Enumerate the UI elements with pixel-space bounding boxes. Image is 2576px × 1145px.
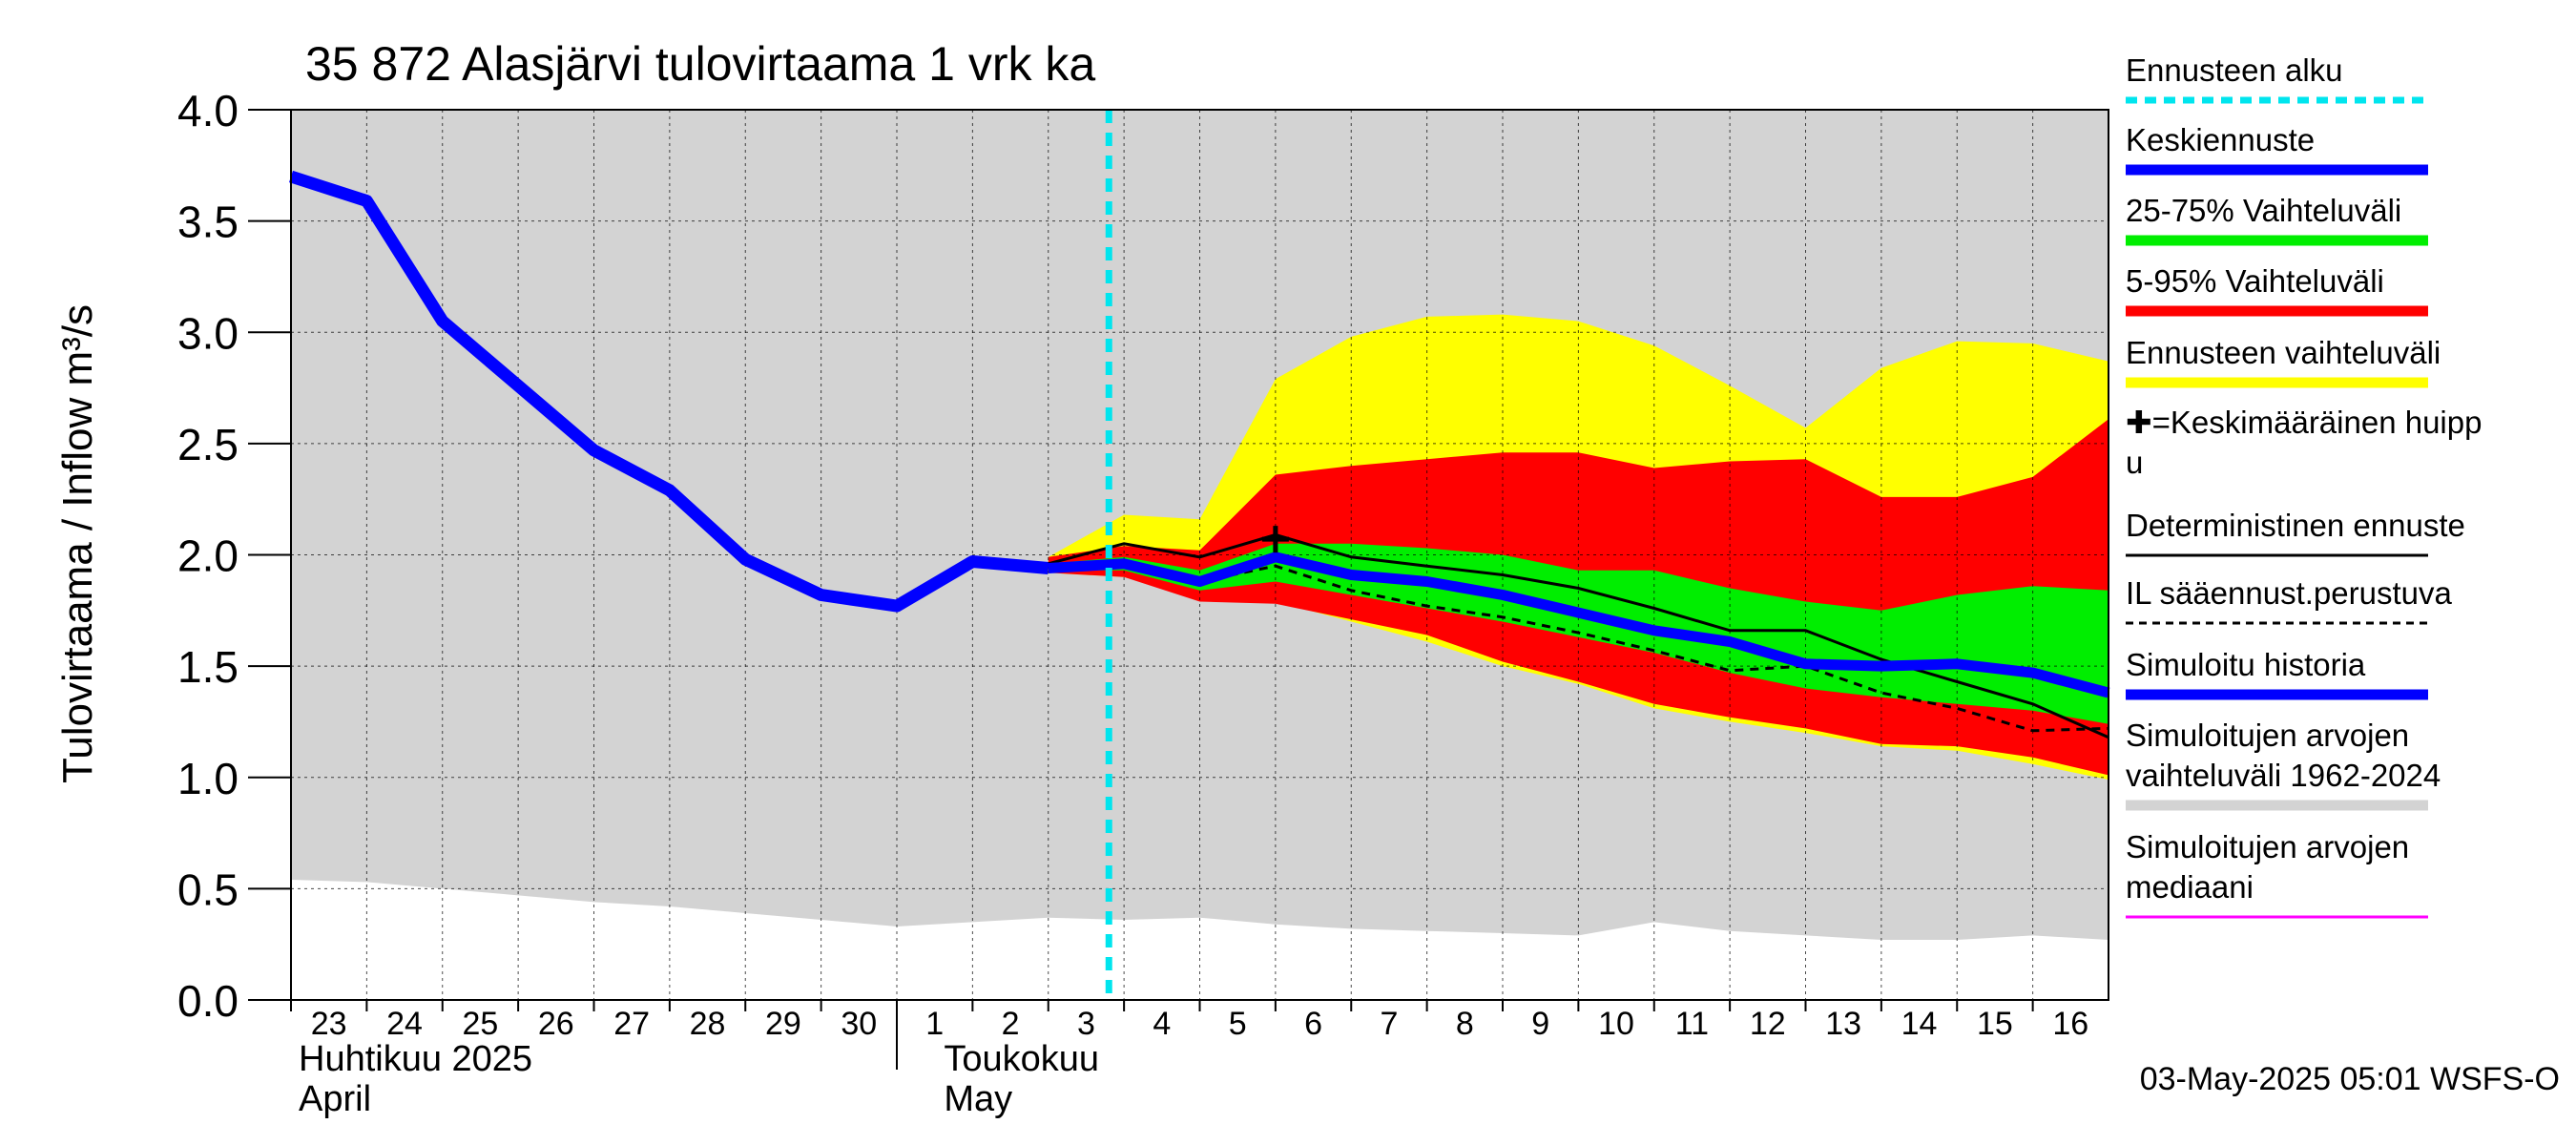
y-tick-label: 1.0 [177, 754, 239, 803]
x-tick-label: 29 [765, 1006, 801, 1042]
deterministic-line [1048, 532, 2109, 739]
timestamp-footer: 03-May-2025 05:01 WSFS-O [2140, 1061, 2560, 1097]
x-tick-label: 2 [1002, 1006, 1020, 1042]
x-tick-label: 4 [1153, 1006, 1171, 1042]
legend-label: Simuloitujen arvojen [2126, 829, 2409, 864]
x-tick-label: 8 [1456, 1006, 1474, 1042]
x-tick-label: 10 [1598, 1006, 1634, 1042]
legend-label: vaihteluväli 1962-2024 [2126, 758, 2441, 793]
x-tick-label: 5 [1229, 1006, 1247, 1042]
y-tick-label: 4.0 [177, 86, 239, 135]
x-tick-label: 30 [841, 1006, 877, 1042]
x-tick-label: 12 [1750, 1006, 1786, 1042]
axes-layer: 0.00.51.01.52.02.53.03.54.023 24 25 26 27 28 2… [177, 86, 2109, 1119]
x-tick-label: 23 [311, 1006, 347, 1042]
x-tick-label: 27 [613, 1006, 650, 1042]
legend-label: ✚=Keskimääräinen huipp [2126, 405, 2482, 440]
x-tick-label: 1 [925, 1006, 944, 1042]
mean-peak-marker [1261, 526, 1289, 553]
legend-label: Keskiennuste [2126, 122, 2315, 157]
x-tick-label: 28 [690, 1006, 726, 1042]
x-tick-label: 9 [1531, 1006, 1549, 1042]
x-tick-label: 15 [1977, 1006, 2013, 1042]
legend-label: IL sääennust.perustuva [2126, 575, 2452, 611]
x-tick-label: 26 [538, 1006, 574, 1042]
y-tick-label: 3.0 [177, 308, 239, 358]
legend-label: Simuloitu historia [2126, 647, 2366, 682]
legend-label: Deterministinen ennuste [2126, 508, 2465, 543]
month-label: Huhtikuu 2025 [299, 1039, 532, 1079]
x-tick-label: 7 [1380, 1006, 1398, 1042]
legend-label: Simuloitujen arvojen [2126, 718, 2409, 753]
weather-forecast-line [1048, 564, 2109, 733]
x-tick-label: 16 [2052, 1006, 2088, 1042]
x-tick-label: 13 [1825, 1006, 1861, 1042]
x-tick-label: 6 [1304, 1006, 1322, 1042]
legend-label: mediaani [2126, 869, 2254, 905]
x-tick-label: 24 [386, 1006, 423, 1042]
lines-layer [289, 110, 2110, 1000]
x-tick-label: 25 [463, 1006, 499, 1042]
legend-label: u [2126, 445, 2143, 480]
grid-layer [291, 110, 2109, 1000]
sim-history-line [289, 170, 1049, 613]
chart-title: 35 872 Alasjärvi tulovirtaama 1 vrk ka [305, 37, 1095, 91]
y-tick-label: 2.5 [177, 420, 239, 469]
legend-label: Ennusteen alku [2126, 52, 2343, 88]
x-tick-label: 11 [1675, 1006, 1709, 1042]
y-tick-label: 2.0 [177, 531, 239, 581]
mean-forecast-line [1048, 552, 2110, 698]
month-label-en: May [944, 1079, 1012, 1119]
y-tick-label: 3.5 [177, 198, 239, 247]
month-label: Toukokuu [944, 1039, 1099, 1079]
y-tick-label: 1.5 [177, 642, 239, 692]
legend: Ennusteen alku Keskiennuste 25-75% Vaihtel… [2126, 52, 2482, 919]
legend-label: 25-75% Vaihteluväli [2126, 193, 2401, 228]
month-label-en: April [299, 1079, 371, 1119]
y-tick-label: 0.0 [177, 976, 239, 1026]
x-tick-label: 3 [1077, 1006, 1095, 1042]
legend-label: 5-95% Vaihteluväli [2126, 263, 2384, 299]
y-tick-label: 0.5 [177, 864, 239, 914]
y-axis-label: Tulovirtaama / Inflow m³/s [54, 304, 101, 783]
legend-label: Ennusteen vaihteluväli [2126, 335, 2441, 370]
x-tick-label: 14 [1901, 1006, 1938, 1042]
